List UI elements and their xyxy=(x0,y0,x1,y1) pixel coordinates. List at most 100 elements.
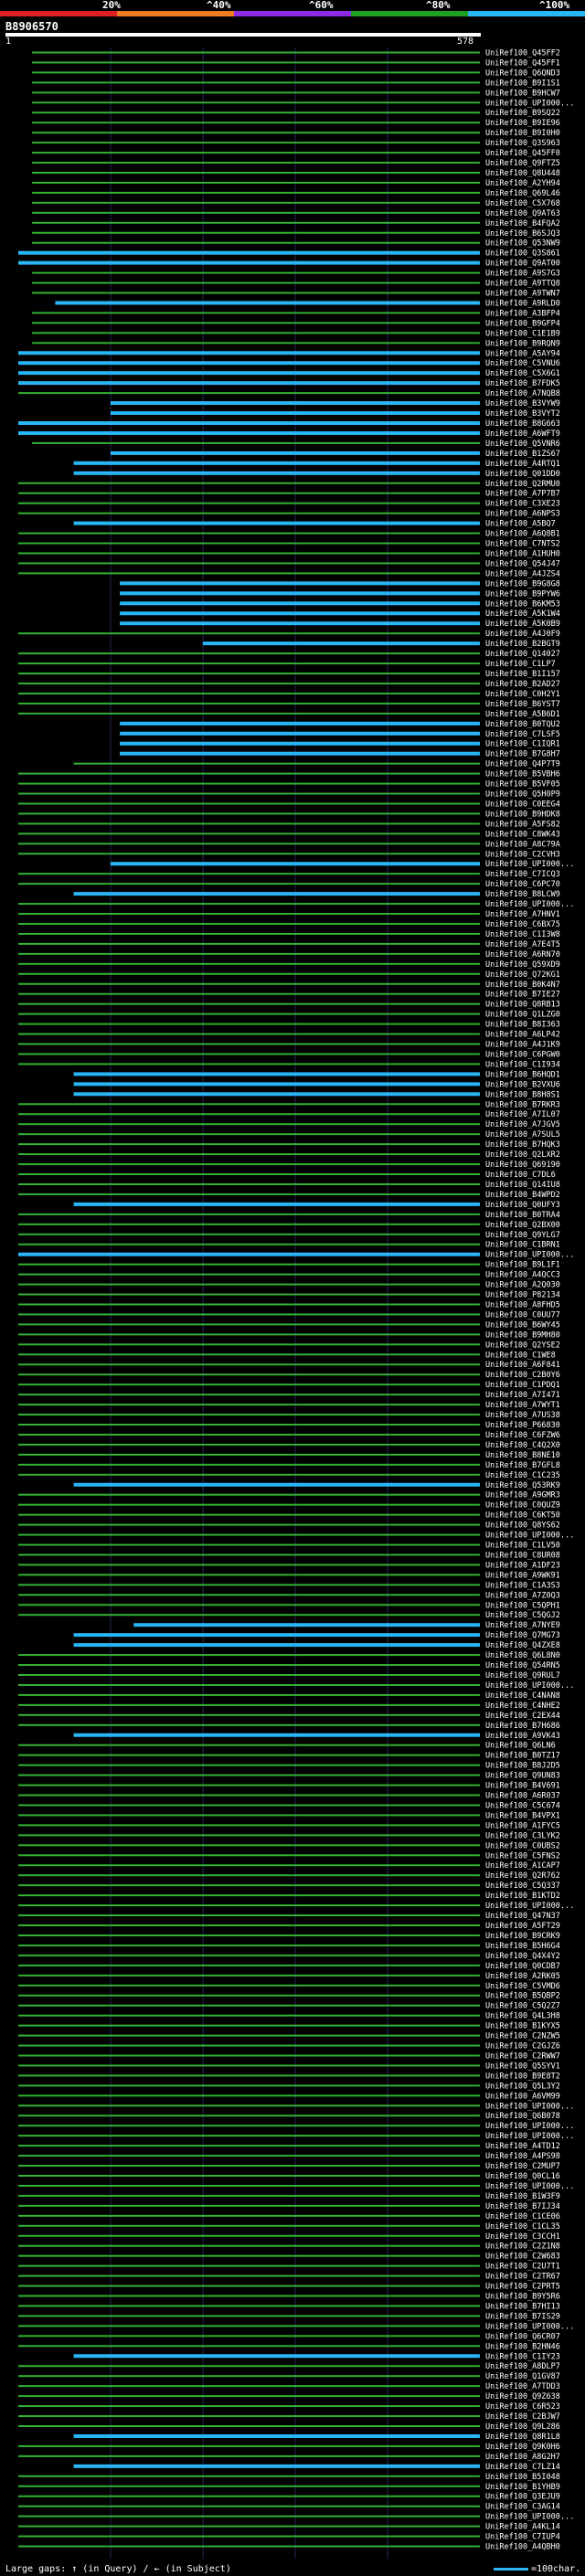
hit-bar[interactable] xyxy=(32,111,481,114)
hit-bar[interactable] xyxy=(18,1103,480,1106)
hit-bar[interactable] xyxy=(18,1303,480,1306)
hit-label[interactable]: UniRef100_C1IY23 xyxy=(485,2352,560,2361)
hit-label[interactable]: UniRef100_C4NHE2 xyxy=(485,1701,560,1711)
hit-label[interactable]: UniRef100_C7DL6 xyxy=(485,1171,556,1180)
hit-bar[interactable] xyxy=(18,2184,480,2187)
hit-bar[interactable] xyxy=(18,1404,480,1406)
hit-label[interactable]: UniRef100_C5FNS2 xyxy=(485,1851,560,1860)
hit-bar[interactable] xyxy=(18,1594,480,1596)
hit-label[interactable]: UniRef100_C1I3W8 xyxy=(485,930,560,939)
hit-label[interactable]: UniRef100_A4J0F9 xyxy=(485,630,560,639)
hit-bar[interactable] xyxy=(32,61,481,64)
hit-bar[interactable] xyxy=(203,641,480,646)
hit-label[interactable]: UniRef100_B8LCW9 xyxy=(485,890,560,899)
hit-label[interactable]: UniRef100_C6R523 xyxy=(485,2402,560,2412)
hit-bar[interactable] xyxy=(18,1924,480,1926)
hit-label[interactable]: UniRef100_A7P7B7 xyxy=(485,490,560,499)
hit-label[interactable]: UniRef100_B7FDK5 xyxy=(485,379,560,388)
hit-bar[interactable] xyxy=(18,421,480,425)
hit-bar[interactable] xyxy=(18,1513,480,1516)
hit-bar[interactable] xyxy=(18,1844,480,1847)
hit-bar[interactable] xyxy=(120,591,480,596)
hit-label[interactable]: UniRef100_Q8R1L8 xyxy=(485,2433,560,2442)
hit-bar[interactable] xyxy=(55,301,481,305)
hit-bar[interactable] xyxy=(18,1703,480,1706)
hit-label[interactable]: UniRef100_C2PRT5 xyxy=(485,2283,560,2292)
hit-label[interactable]: UniRef100_Q2R762 xyxy=(485,1871,560,1881)
hit-bar[interactable] xyxy=(18,2064,480,2067)
hit-bar[interactable] xyxy=(73,892,480,896)
hit-bar[interactable] xyxy=(18,1904,480,1907)
hit-label[interactable]: UniRef100_Q45FF0 xyxy=(485,149,560,158)
hit-bar[interactable] xyxy=(32,271,481,274)
hit-bar[interactable] xyxy=(18,1343,480,1346)
hit-bar[interactable] xyxy=(18,1954,480,1956)
hit-bar[interactable] xyxy=(111,862,480,866)
hit-bar[interactable] xyxy=(18,1002,480,1005)
hit-label[interactable]: UniRef100_Q53NW9 xyxy=(485,239,560,249)
hit-label[interactable]: UniRef100_B9L1F1 xyxy=(485,1261,560,1270)
hit-label[interactable]: UniRef100_C3XE23 xyxy=(485,500,560,509)
hit-label[interactable]: UniRef100_A9S7G3 xyxy=(485,270,560,279)
hit-label[interactable]: UniRef100_B9SQ22 xyxy=(485,109,560,118)
hit-bar[interactable] xyxy=(32,162,481,164)
hit-bar[interactable] xyxy=(73,2433,480,2438)
hit-label[interactable]: UniRef100_A9GMR3 xyxy=(485,1491,560,1500)
hit-label[interactable]: UniRef100_C2U7T1 xyxy=(485,2263,560,2272)
hit-label[interactable]: UniRef100_A2RK05 xyxy=(485,1972,560,1981)
hit-bar[interactable] xyxy=(18,1874,480,1877)
hit-label[interactable]: UniRef100_A2YH94 xyxy=(485,179,560,188)
hit-bar[interactable] xyxy=(32,231,481,234)
hit-bar[interactable] xyxy=(18,992,480,995)
hit-bar[interactable] xyxy=(18,502,480,504)
hit-bar[interactable] xyxy=(73,1092,480,1097)
hit-bar[interactable] xyxy=(18,552,480,555)
hit-bar[interactable] xyxy=(18,1453,480,1456)
hit-label[interactable]: UniRef100_B7IJ34 xyxy=(485,2202,560,2211)
hit-bar[interactable] xyxy=(18,2204,480,2207)
hit-bar[interactable] xyxy=(73,762,480,765)
hit-label[interactable]: UniRef100_B9E8T2 xyxy=(485,2072,560,2081)
hit-label[interactable]: UniRef100_Q8RB13 xyxy=(485,1001,560,1010)
hit-label[interactable]: UniRef100_A7I471 xyxy=(485,1391,560,1400)
hit-bar[interactable] xyxy=(18,1033,480,1035)
hit-bar[interactable] xyxy=(18,2345,480,2348)
hit-bar[interactable] xyxy=(18,1263,480,1266)
hit-label[interactable]: UniRef100_A6R037 xyxy=(485,1792,560,1801)
hit-bar[interactable] xyxy=(18,512,480,514)
hit-label[interactable]: UniRef100_C1LV50 xyxy=(485,1542,560,1551)
hit-bar[interactable] xyxy=(18,972,480,975)
hit-bar[interactable] xyxy=(18,351,480,355)
hit-bar[interactable] xyxy=(73,1482,480,1487)
hit-label[interactable]: UniRef100_UPI000... xyxy=(485,2513,574,2522)
hit-label[interactable]: UniRef100_Q9RUL7 xyxy=(485,1671,560,1680)
hit-bar[interactable] xyxy=(18,2145,480,2147)
hit-bar[interactable] xyxy=(18,923,480,925)
hit-bar[interactable] xyxy=(18,2044,480,2047)
hit-label[interactable]: UniRef100_Q1LZG0 xyxy=(485,1011,560,1020)
hit-label[interactable]: UniRef100_C1A3S3 xyxy=(485,1581,560,1590)
hit-label[interactable]: UniRef100_UPI000... xyxy=(485,2122,574,2131)
hit-bar[interactable] xyxy=(73,471,480,475)
hit-label[interactable]: UniRef100_Q45FF2 xyxy=(485,48,560,58)
hit-label[interactable]: UniRef100_C1I934 xyxy=(485,1060,560,1069)
hit-bar[interactable] xyxy=(18,2094,480,2097)
hit-bar[interactable] xyxy=(18,361,480,366)
hit-bar[interactable] xyxy=(18,1674,480,1676)
hit-label[interactable]: UniRef100_Q4ZXE8 xyxy=(485,1641,560,1650)
hit-bar[interactable] xyxy=(18,843,480,845)
hit-bar[interactable] xyxy=(32,332,481,334)
hit-bar[interactable] xyxy=(18,1123,480,1126)
hit-label[interactable]: UniRef100_Q5L3Y2 xyxy=(485,2082,560,2091)
hit-label[interactable]: UniRef100_C1LP7 xyxy=(485,660,556,669)
hit-label[interactable]: UniRef100_A6VM99 xyxy=(485,2092,560,2101)
hit-bar[interactable] xyxy=(120,721,480,726)
hit-label[interactable]: UniRef100_Q69L46 xyxy=(485,189,560,198)
hit-label[interactable]: UniRef100_B6SJQ3 xyxy=(485,229,560,239)
hit-bar[interactable] xyxy=(18,2365,480,2368)
hit-bar[interactable] xyxy=(18,1574,480,1576)
hit-bar[interactable] xyxy=(73,2464,480,2468)
hit-bar[interactable] xyxy=(18,1543,480,1546)
hit-bar[interactable] xyxy=(18,2274,480,2277)
hit-label[interactable]: UniRef100_Q69190 xyxy=(485,1161,560,1170)
